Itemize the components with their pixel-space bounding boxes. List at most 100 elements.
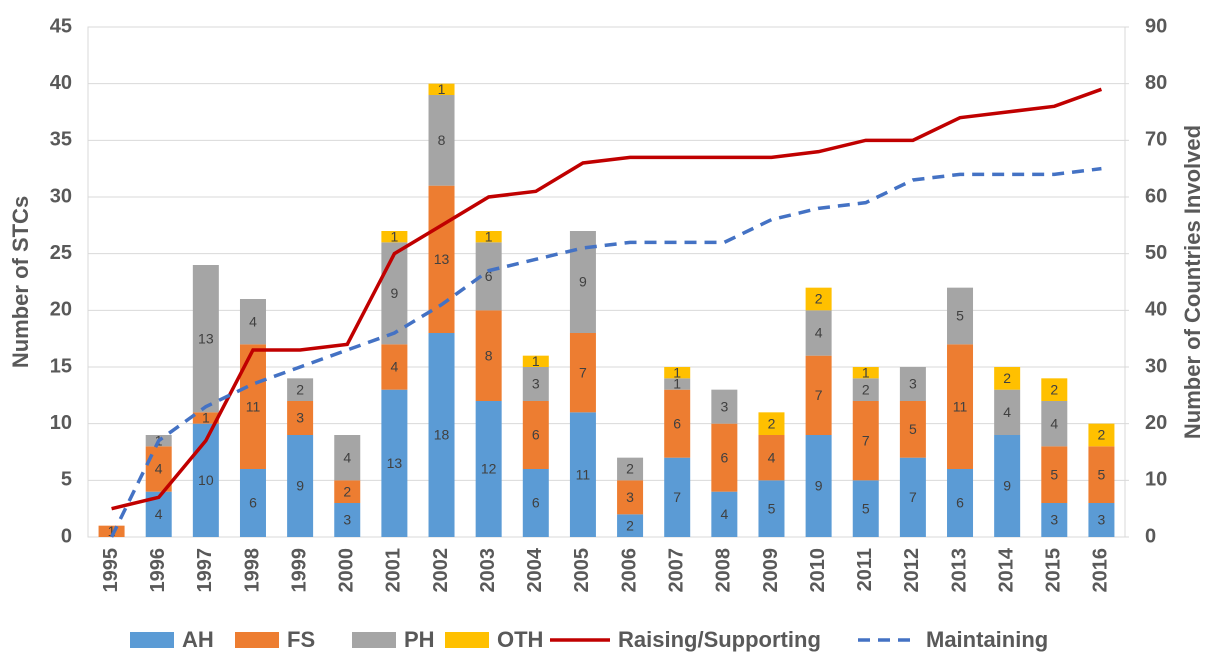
x-tick-label: 1995 xyxy=(100,548,122,593)
x-tick-label: 2014 xyxy=(995,547,1017,592)
data-label: 13 xyxy=(434,251,450,267)
data-label: 7 xyxy=(579,364,587,380)
y-tick-label: 25 xyxy=(50,242,72,264)
bar-segment xyxy=(711,491,738,537)
data-label: 3 xyxy=(909,376,917,392)
y2-tick-label: 30 xyxy=(1145,355,1167,377)
data-label: 11 xyxy=(953,398,968,414)
data-label: 5 xyxy=(1098,466,1106,482)
y-tick-label: 20 xyxy=(50,299,72,321)
data-label: 1 xyxy=(673,364,681,380)
legend-swatch xyxy=(445,632,489,648)
data-label: 5 xyxy=(956,308,964,324)
x-tick-label: 2009 xyxy=(760,548,782,593)
data-label: 4 xyxy=(343,449,351,465)
bar-segment xyxy=(381,389,408,537)
x-tick-label: 1996 xyxy=(147,548,169,593)
bar-segment xyxy=(192,412,219,424)
bar-segment xyxy=(381,242,408,345)
bar-segment xyxy=(994,435,1021,537)
data-label: 6 xyxy=(956,495,964,511)
y-tick-label: 40 xyxy=(50,72,72,94)
data-label: 13 xyxy=(198,330,214,346)
data-label: 9 xyxy=(390,285,398,301)
data-label: 4 xyxy=(155,506,163,522)
bar-segment xyxy=(428,95,455,186)
x-tick-label: 2010 xyxy=(807,548,829,593)
bar-segment xyxy=(758,412,785,435)
line xyxy=(111,87,1103,511)
data-label: 9 xyxy=(296,478,304,494)
x-tick-label: 2003 xyxy=(477,548,499,593)
bar-segment xyxy=(239,469,266,537)
data-label: 1 xyxy=(108,523,116,539)
bar-segment xyxy=(805,287,832,311)
data-label: 2 xyxy=(626,461,634,477)
y-axis-label: Number of STCs xyxy=(8,196,33,368)
data-label: 8 xyxy=(438,132,446,148)
bar-segment xyxy=(334,480,361,503)
y2-tick-label: 70 xyxy=(1145,129,1167,151)
data-label: 3 xyxy=(343,512,351,528)
legend-label: PH xyxy=(404,627,435,652)
bar-segment xyxy=(381,344,408,390)
bar-segment xyxy=(381,231,408,243)
bar-segment xyxy=(287,401,314,435)
x-tick-label: 2005 xyxy=(571,548,593,593)
bar-segment xyxy=(852,367,879,379)
data-label: 2 xyxy=(862,381,870,397)
data-label: 4 xyxy=(720,506,728,522)
x-tick-label: 2016 xyxy=(1090,548,1112,593)
data-label: 5 xyxy=(1050,466,1058,482)
y-tick-label: 30 xyxy=(50,185,72,207)
bar-segment xyxy=(711,389,738,424)
data-label: 4 xyxy=(768,449,776,465)
bar-segment xyxy=(428,333,455,537)
bar-segment xyxy=(1088,423,1115,447)
data-label: 2 xyxy=(1003,370,1011,386)
bar-segment xyxy=(475,401,502,537)
data-label: 1 xyxy=(390,228,398,244)
data-label: 3 xyxy=(1050,512,1058,528)
bar-segment xyxy=(994,367,1021,390)
data-label: 2 xyxy=(768,415,776,431)
bar-segment xyxy=(192,265,219,413)
bar-segment xyxy=(805,435,832,537)
x-tick-label: 2007 xyxy=(665,548,687,593)
bar-segment xyxy=(899,457,926,537)
y2-tick-label: 20 xyxy=(1145,412,1167,434)
bar-segment xyxy=(334,435,361,481)
y2-tick-label: 80 xyxy=(1145,72,1167,94)
bar-segment xyxy=(1041,378,1068,401)
data-label: 13 xyxy=(387,455,403,471)
legend-swatch xyxy=(130,632,174,648)
legend-swatch xyxy=(235,632,279,648)
bar-segment xyxy=(287,435,314,537)
data-label: 9 xyxy=(815,478,823,494)
bar-segment xyxy=(1041,446,1068,503)
data-label: 1 xyxy=(485,228,493,244)
data-label: 1 xyxy=(673,376,681,392)
bar-segment xyxy=(994,389,1021,435)
bar-segment xyxy=(852,480,879,537)
data-label: 3 xyxy=(720,398,728,414)
data-label: 2 xyxy=(626,517,634,533)
data-label: 4 xyxy=(390,359,398,375)
bar-segment xyxy=(852,401,879,481)
data-label: 6 xyxy=(673,415,681,431)
bar-segment xyxy=(1041,401,1068,447)
bar-segment xyxy=(805,310,832,356)
data-label: 4 xyxy=(155,461,163,477)
data-label: 4 xyxy=(815,325,823,341)
bar-segment xyxy=(475,231,502,243)
data-label: 7 xyxy=(673,489,681,505)
y2-tick-label: 40 xyxy=(1145,299,1167,321)
x-tick-label: 2000 xyxy=(336,548,358,593)
bar-segment xyxy=(899,401,926,458)
bar-segment xyxy=(428,83,455,95)
bar-segment xyxy=(617,480,644,515)
bar-segment xyxy=(1088,446,1115,503)
bar-segment xyxy=(947,344,974,469)
legend-label: Raising/Supporting xyxy=(618,627,821,652)
data-label: 2 xyxy=(815,291,823,307)
